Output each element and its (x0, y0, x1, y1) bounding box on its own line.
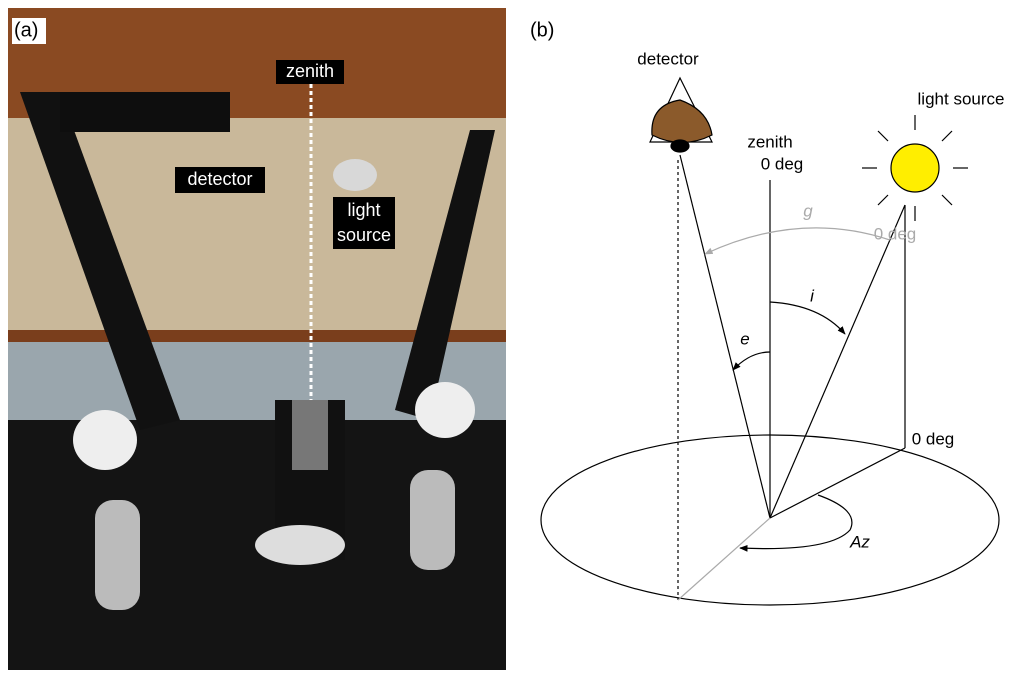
diagram-label: light source (918, 89, 1005, 108)
diagram-label: 0 deg (912, 429, 955, 448)
photo-label: light (347, 200, 380, 220)
photo-label: source (337, 225, 391, 245)
diagram-label: 0 deg (874, 224, 917, 243)
photo-label: zenith (286, 61, 334, 81)
diagram (540, 76, 1000, 606)
angle-label: g (803, 201, 813, 220)
photo-label: detector (187, 169, 252, 189)
photo (8, 8, 506, 670)
angle-label: e (740, 329, 749, 348)
angle-label: Az (849, 532, 870, 551)
diagram-label: zenith (747, 132, 792, 151)
diagram-label: detector (637, 49, 699, 68)
angle-label: i (810, 286, 815, 305)
diagram-label: 0 deg (761, 154, 804, 173)
panel-label: (a) (14, 19, 38, 41)
panel-label: (b) (530, 19, 554, 41)
